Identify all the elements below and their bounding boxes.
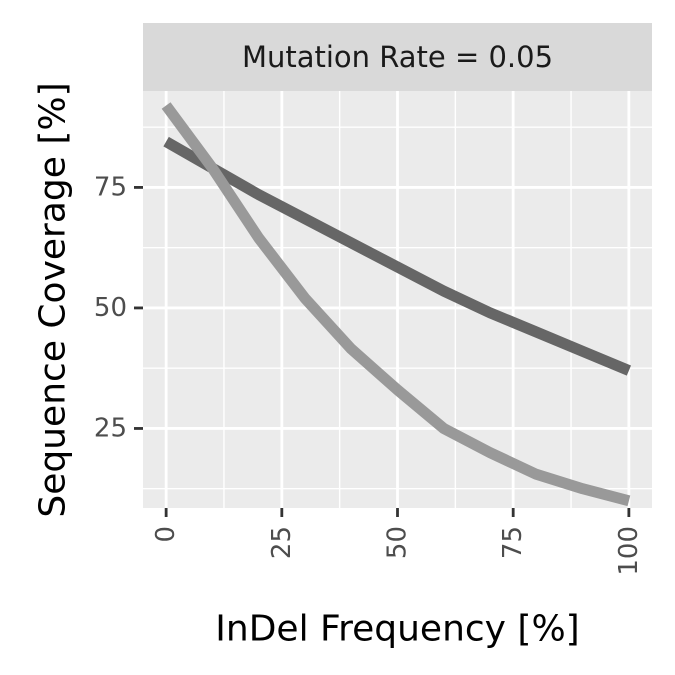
facet-strip-label: Mutation Rate = 0.05 bbox=[242, 40, 553, 74]
grid-lines bbox=[143, 91, 652, 508]
x-tick-label: 0 bbox=[151, 526, 181, 543]
series-line-2 bbox=[161, 102, 631, 507]
y-tick-label: 25 bbox=[94, 413, 127, 443]
y-tick-label: 50 bbox=[94, 293, 127, 323]
x-tick-label: 50 bbox=[383, 526, 413, 559]
series-line-1 bbox=[163, 136, 632, 376]
x-axis-title: InDel Frequency [%] bbox=[215, 609, 579, 650]
x-tick-label: 25 bbox=[267, 526, 297, 559]
series-lines bbox=[161, 102, 632, 507]
y-axis-title: Sequence Coverage [%] bbox=[33, 82, 74, 517]
x-tick-label: 75 bbox=[498, 526, 528, 559]
x-tick-label: 100 bbox=[614, 526, 644, 576]
y-tick-label: 75 bbox=[94, 172, 127, 202]
axes: 0 25 50 75 100 25 50 75 bbox=[94, 172, 644, 575]
facet-strip bbox=[143, 23, 652, 91]
